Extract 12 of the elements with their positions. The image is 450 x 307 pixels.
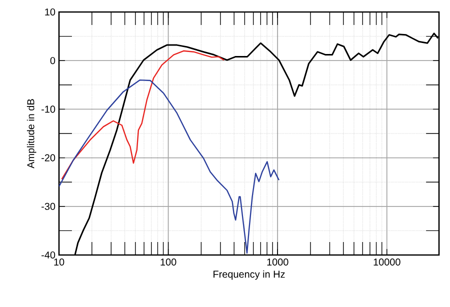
y-tick-label: -20 — [42, 154, 56, 162]
y-tick-label: 10 — [45, 8, 56, 16]
y-tick-label: -30 — [42, 202, 56, 210]
y-tick-label: -40 — [42, 251, 56, 259]
y-axis-title: Amplitude in dB — [26, 99, 36, 168]
x-tick-label: 10000 — [374, 258, 400, 266]
x-tick-label: 1000 — [267, 258, 288, 266]
x-tick-label: 100 — [160, 258, 176, 266]
y-tick-label: -10 — [42, 106, 56, 113]
y-tick-label: 0 — [50, 57, 56, 64]
x-axis-title: Frequency in Hz — [214, 270, 285, 280]
x-tick-label: 10 — [54, 258, 64, 266]
